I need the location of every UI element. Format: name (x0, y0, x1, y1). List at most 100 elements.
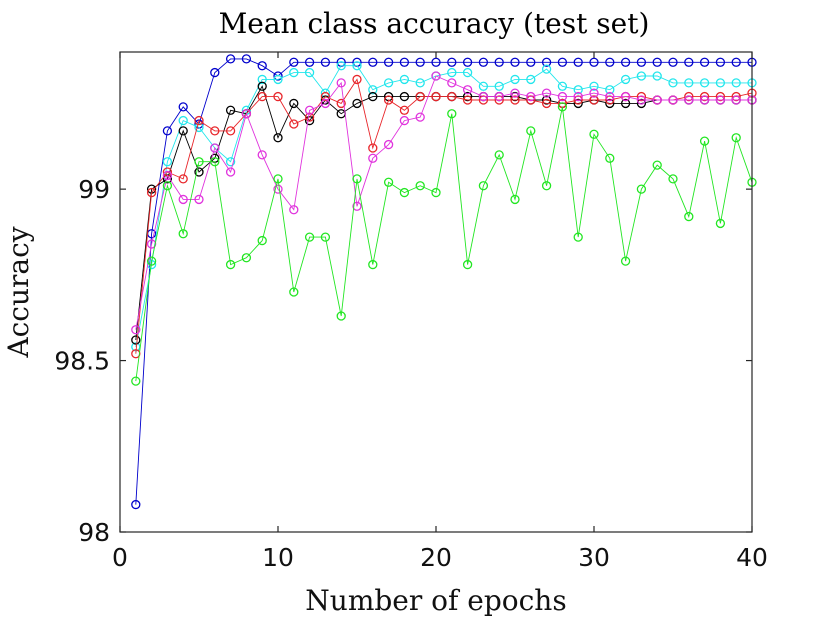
x-tick-label: 0 (112, 543, 128, 572)
series-line-green (135, 106, 753, 382)
series-red (131, 74, 757, 359)
data-point-blue (589, 57, 599, 67)
data-point-red (415, 91, 425, 102)
data-point-red (541, 98, 552, 109)
data-point-magenta (431, 71, 441, 81)
data-point-blue (257, 61, 267, 71)
data-point-cyan (478, 81, 489, 91)
x-tick-label: 40 (736, 543, 768, 572)
data-point-blue (462, 57, 473, 67)
data-point-green (478, 181, 489, 191)
data-point-red (194, 115, 204, 126)
x-axis-label: Number of epochs (305, 584, 566, 617)
data-point-cyan (178, 115, 188, 126)
data-point-red (368, 143, 378, 153)
data-point-magenta (383, 139, 394, 150)
data-point-red (636, 91, 647, 102)
data-point-cyan (399, 74, 410, 85)
data-point-magenta (289, 205, 299, 215)
data-point-green (225, 259, 236, 270)
data-point-black (352, 98, 362, 109)
y-axis-label: Accuracy (2, 226, 35, 358)
data-point-magenta (462, 85, 473, 95)
data-point-magenta (210, 143, 220, 153)
data-point-blue (668, 57, 678, 67)
data-point-magenta (684, 95, 694, 105)
data-point-cyan (699, 78, 710, 88)
data-point-green (415, 181, 425, 191)
data-point-magenta (304, 105, 315, 115)
data-point-cyan (194, 122, 204, 133)
data-point-green (383, 177, 394, 187)
data-point-green (684, 211, 694, 222)
data-point-magenta (415, 112, 425, 122)
y-tick-label: 99 (78, 175, 110, 204)
data-point-blue (652, 57, 662, 67)
data-point-blue (715, 57, 726, 67)
data-point-cyan (225, 157, 236, 167)
plot-area (120, 52, 752, 532)
tick-layer: 0 10 20 30 40 98 98.5 99 (54, 52, 768, 572)
data-point-blue (399, 57, 410, 67)
data-point-green (131, 376, 141, 386)
data-point-cyan (462, 67, 473, 78)
data-point-red (494, 95, 504, 105)
data-point-green (699, 136, 710, 146)
data-point-blue (526, 57, 536, 67)
data-point-magenta (699, 95, 710, 105)
data-point-red (210, 126, 220, 136)
data-point-green (731, 133, 741, 143)
x-tick-label: 20 (420, 543, 452, 572)
data-point-red (178, 174, 188, 184)
data-point-green (368, 259, 378, 270)
data-point-magenta (557, 91, 568, 102)
data-point-green (668, 174, 678, 184)
data-point-red (573, 95, 583, 105)
data-point-blue (605, 57, 615, 67)
data-point-green (526, 126, 536, 136)
data-point-magenta (320, 98, 331, 109)
data-point-black (225, 105, 236, 115)
data-point-black (368, 91, 378, 102)
data-point-green (210, 157, 220, 167)
data-point-red (715, 91, 726, 102)
data-point-blue (210, 67, 220, 78)
data-point-cyan (257, 74, 267, 85)
data-point-red (383, 95, 394, 105)
data-point-black (178, 126, 188, 136)
data-point-red (462, 95, 473, 105)
data-point-cyan (352, 61, 362, 71)
data-point-green (194, 157, 204, 167)
data-point-magenta (494, 91, 504, 102)
data-point-cyan (684, 78, 694, 88)
data-point-magenta (131, 325, 141, 335)
data-point-blue (304, 57, 315, 67)
data-point-red (589, 95, 599, 105)
data-point-magenta (368, 153, 378, 163)
data-point-blue (320, 57, 331, 67)
data-point-red (447, 91, 457, 102)
data-point-black (320, 95, 331, 105)
data-point-cyan (447, 67, 457, 78)
data-point-blue (131, 499, 141, 510)
data-point-black (462, 91, 473, 102)
data-point-green (431, 187, 441, 198)
data-point-cyan (368, 85, 378, 95)
data-point-blue (431, 57, 441, 67)
data-point-blue (178, 102, 188, 112)
data-point-red (431, 91, 441, 102)
data-point-black (636, 98, 647, 109)
data-point-magenta (652, 95, 662, 105)
data-point-magenta (510, 88, 520, 98)
x-tick-label: 30 (578, 543, 610, 572)
data-point-cyan (573, 85, 583, 95)
data-point-green (304, 232, 315, 242)
data-point-green (494, 150, 504, 160)
data-point-blue (699, 57, 710, 67)
data-point-cyan (289, 67, 299, 78)
data-point-cyan (715, 78, 726, 88)
data-point-green (257, 235, 267, 246)
data-point-black (605, 98, 615, 109)
series-line-magenta (135, 75, 752, 330)
